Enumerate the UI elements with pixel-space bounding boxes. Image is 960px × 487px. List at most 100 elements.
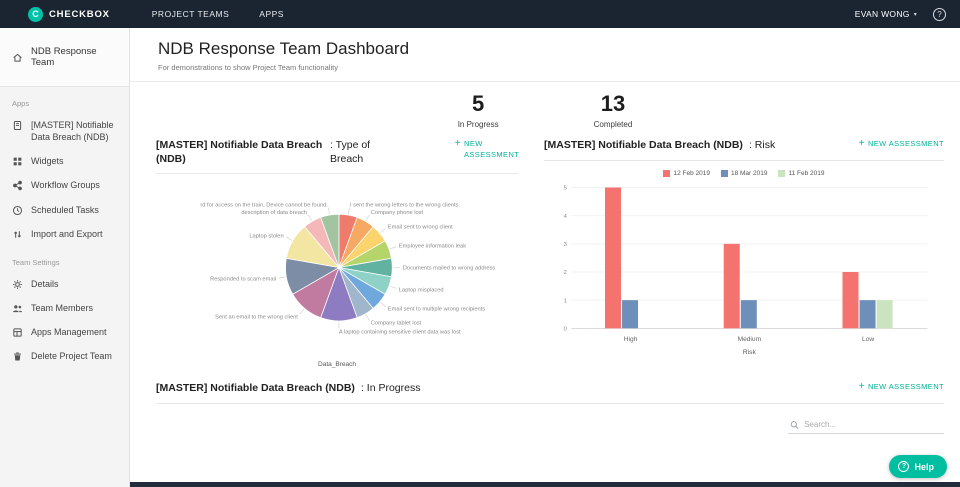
topbar-right: EVAN WONG ▾ ?	[855, 7, 946, 21]
nav-apps[interactable]: APPS	[259, 9, 284, 19]
sidebar: NDB Response Team Apps [MASTER] Notifiab…	[0, 28, 130, 487]
sidebar-item-label: [MASTER] Notifiable Data Breach (NDB)	[31, 120, 114, 143]
legend-label: 18 Mar 2019	[730, 169, 768, 177]
user-menu[interactable]: EVAN WONG ▾	[855, 9, 917, 19]
svg-text:Email sent to multiple wrong r: Email sent to multiple wrong recipients	[388, 307, 485, 313]
top-nav: PROJECT TEAMS APPS	[152, 9, 284, 19]
panel-in-progress: [MASTER] Notifiable Data Breach (NDB) : …	[156, 374, 944, 404]
panel-type-of-breach: [MASTER] Notifiable Data Breach (NDB) : …	[156, 138, 520, 368]
svg-text:I sent the wrong letters to th: I sent the wrong letters to the wrong cl…	[350, 203, 460, 209]
section-label-team-settings: Team Settings	[12, 257, 60, 267]
svg-text:A laptop containing sensitive: A laptop containing sensitive client dat…	[339, 330, 461, 336]
svg-text:2: 2	[564, 270, 567, 276]
sidebar-item-apps-management[interactable]: Apps Management	[0, 320, 129, 344]
main-content: NDB Response Team Dashboard For demonstr…	[130, 28, 960, 487]
search-box[interactable]	[788, 417, 944, 434]
sidebar-item-label: Widgets	[31, 156, 64, 167]
svg-text:Risk: Risk	[743, 349, 757, 356]
panel-title-bold: [MASTER] Notifiable Data Breach (NDB)	[156, 382, 355, 395]
svg-text:Laptop misplaced: Laptop misplaced	[399, 288, 444, 294]
app-icon	[12, 120, 23, 131]
sidebar-item-import-export[interactable]: Import and Export	[0, 222, 129, 246]
panels-row: [MASTER] Notifiable Data Breach (NDB) : …	[130, 129, 960, 368]
sidebar-item-delete-project-team[interactable]: Delete Project Team	[0, 344, 129, 368]
clock-icon	[12, 205, 23, 216]
section-label-apps: Apps	[12, 99, 30, 108]
topbar: C CHECKBOX PROJECT TEAMS APPS EVAN WONG …	[0, 0, 960, 28]
bar-chart-legend: 12 Feb 2019 18 Mar 2019 11 Feb 2019	[544, 169, 944, 177]
stat-value: 13	[600, 91, 626, 116]
footer-row	[130, 417, 944, 434]
stats-row: 5 In Progress 13 Completed	[130, 82, 960, 129]
help-label: Help	[914, 461, 934, 472]
legend-item: 18 Mar 2019	[720, 169, 768, 177]
stat-completed: 13 Completed	[594, 91, 633, 129]
sidebar-item-team-members[interactable]: Team Members	[0, 296, 129, 320]
bar-chart[interactable]: 0 1 2 3 4 5 High Medium Low Risk	[544, 179, 944, 360]
legend-item: 12 Feb 2019	[663, 169, 710, 177]
user-name: EVAN WONG	[854, 9, 910, 19]
new-assessment-link[interactable]: + NEW ASSESSMENT	[858, 138, 944, 149]
svg-text:Company phone lost: Company phone lost	[371, 210, 424, 216]
svg-text:5: 5	[564, 185, 568, 191]
svg-text:Documents mailed to wrong addr: Documents mailed to wrong address	[403, 266, 496, 272]
stat-label: In Progress	[457, 120, 499, 129]
svg-text:Sent an email to the wrong cli: Sent an email to the wrong client	[215, 315, 298, 321]
sidebar-item-label: Apps Management	[31, 327, 107, 338]
sidebar-item-master-ndb[interactable]: [MASTER] Notifiable Data Breach (NDB)	[0, 113, 129, 149]
pie-chart[interactable]: I sent the wrong letters to the wrong cl…	[156, 174, 518, 368]
sidebar-item-label: Details	[31, 278, 59, 289]
chevron-down-icon: ▾	[913, 11, 917, 18]
share-network-icon	[12, 180, 23, 191]
stat-label: Completed	[593, 120, 633, 129]
sidebar-item-scheduled-tasks[interactable]: Scheduled Tasks	[0, 198, 129, 222]
plus-icon: +	[858, 381, 865, 393]
svg-text:Company tablet lost: Company tablet lost	[371, 321, 422, 327]
svg-text:Laptop stolen: Laptop stolen	[249, 234, 283, 240]
sidebar-item-label: Delete Project Team	[31, 351, 112, 362]
sidebar-item-label: Team Members	[31, 302, 94, 313]
brand[interactable]: C CHECKBOX	[28, 6, 110, 22]
svg-text:Medium: Medium	[738, 336, 762, 343]
sidebar-item-label: Scheduled Tasks	[31, 204, 99, 215]
stat-value: 5	[472, 91, 485, 116]
panel-title-rest: : Type of Breach	[330, 139, 371, 165]
sidebar-item-details[interactable]: Details	[0, 272, 129, 296]
svg-text:0: 0	[564, 326, 568, 332]
nav-project-teams[interactable]: PROJECT TEAMS	[151, 9, 230, 19]
svg-text:Employee information leak: Employee information leak	[399, 244, 466, 250]
plus-icon: +	[454, 138, 461, 149]
gear-icon	[12, 279, 23, 290]
sidebar-item-widgets[interactable]: Widgets	[0, 149, 129, 173]
sidebar-item-team-home[interactable]: NDB Response Team	[0, 28, 129, 87]
page-subtitle: For demonstrations to show Project Team …	[158, 63, 338, 72]
help-button[interactable]: ? Help	[889, 455, 947, 478]
stat-in-progress: 5 In Progress	[458, 91, 499, 129]
legend-label: 11 Feb 2019	[788, 169, 825, 177]
import-export-icon	[12, 229, 23, 240]
legend-label: 12 Feb 2019	[673, 169, 710, 177]
help-circle-icon[interactable]: ?	[933, 7, 946, 21]
new-assessment-link[interactable]: + NEW ASSESSMENT	[454, 138, 520, 159]
table-header-strip	[130, 482, 960, 487]
question-icon: ?	[898, 461, 910, 472]
page-title: NDB Response Team Dashboard	[158, 39, 410, 58]
panel-header: [MASTER] Notifiable Data Breach (NDB) : …	[544, 139, 944, 161]
legend-swatch	[663, 169, 671, 177]
panel-title-bold: [MASTER] Notifiable Data Breach (NDB)	[544, 139, 743, 151]
sidebar-item-workflow-groups[interactable]: Workflow Groups	[0, 173, 129, 197]
team-name: NDB Response Team	[31, 46, 97, 68]
widgets-icon	[12, 156, 23, 167]
new-assessment-link[interactable]: + NEW ASSESSMENT	[858, 381, 944, 393]
svg-text:description of data breach: description of data breach	[241, 210, 307, 216]
search-icon	[790, 420, 799, 429]
checkbox-logo-icon: C	[28, 6, 43, 22]
sidebar-item-label: Workflow Groups	[31, 180, 100, 191]
search-input[interactable]	[804, 420, 942, 430]
trash-icon	[12, 351, 23, 362]
pie-axis-label: Data_Breach	[318, 361, 356, 369]
legend-swatch	[778, 169, 786, 177]
svg-text:Low: Low	[862, 336, 874, 343]
svg-text:1: 1	[564, 298, 567, 304]
plus-icon: +	[858, 138, 865, 149]
